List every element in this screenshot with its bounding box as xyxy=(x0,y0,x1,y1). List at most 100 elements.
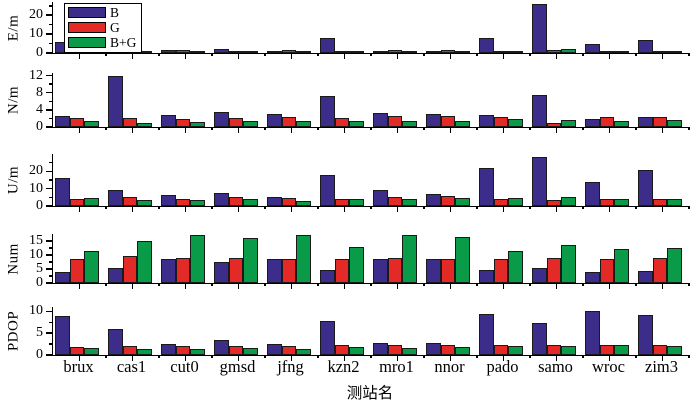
bar-b xyxy=(108,268,123,283)
legend-label-b: B xyxy=(110,4,120,20)
station-label-samo: samo xyxy=(538,357,573,376)
x-minor-tick xyxy=(476,206,478,209)
y-tick-label: 10 xyxy=(29,303,43,319)
bar-b xyxy=(373,50,388,53)
bar-b xyxy=(585,271,600,283)
bar-g xyxy=(493,117,508,127)
bar-g xyxy=(652,117,667,127)
bar-b xyxy=(426,259,441,283)
y-major-tick xyxy=(46,268,53,270)
x-major-tick xyxy=(396,127,399,133)
x-minor-tick xyxy=(688,355,690,358)
bar-b-g xyxy=(561,49,576,53)
x-major-tick xyxy=(449,53,452,59)
bar-b xyxy=(638,314,653,355)
x-major-tick xyxy=(78,53,81,59)
bar-g xyxy=(281,50,296,53)
x-minor-tick xyxy=(423,283,425,286)
bar-g xyxy=(546,344,561,355)
y-major-tick xyxy=(46,52,53,54)
station-label-cas1: cas1 xyxy=(116,357,147,376)
x-major-tick xyxy=(449,127,452,133)
bar-b-g xyxy=(84,250,99,283)
bar-g xyxy=(652,257,667,283)
x-minor-tick xyxy=(158,53,160,56)
bar-b xyxy=(55,315,70,355)
station-label-wroc: wroc xyxy=(592,357,625,376)
x-major-tick xyxy=(343,53,346,59)
x-major-tick xyxy=(78,206,81,212)
bar-g xyxy=(228,346,243,355)
x-major-tick xyxy=(184,53,187,59)
bar-b xyxy=(479,37,494,53)
bar-b-g xyxy=(296,51,311,53)
x-major-tick xyxy=(290,283,293,289)
bar-b xyxy=(532,3,547,53)
x-minor-tick xyxy=(264,127,266,130)
x-minor-tick xyxy=(423,355,425,358)
bar-b xyxy=(479,270,494,283)
y-tick-label: 15 xyxy=(29,233,43,248)
bar-g xyxy=(69,199,84,206)
x-major-tick xyxy=(502,127,505,133)
x-minor-tick xyxy=(476,283,478,286)
y-major-tick xyxy=(46,205,53,207)
bar-b-g xyxy=(455,347,470,355)
bar-g xyxy=(334,258,349,283)
y-tick-label: 4 xyxy=(36,101,43,117)
bar-b xyxy=(585,181,600,206)
x-minor-tick xyxy=(211,283,213,286)
bar-g xyxy=(546,122,561,127)
x-major-tick xyxy=(449,283,452,289)
bar-b xyxy=(161,50,176,53)
y-major-tick xyxy=(46,109,53,111)
plot-area-e: 0 10 20 xyxy=(29,2,690,60)
bar-g xyxy=(69,259,84,283)
y-minor-tick xyxy=(49,117,53,120)
bar-g xyxy=(122,197,137,206)
bar-b-g xyxy=(561,120,576,127)
bar-b-g xyxy=(614,345,629,355)
bar-g xyxy=(546,257,561,283)
bar-b xyxy=(267,259,282,283)
station-label-zim3: zim3 xyxy=(645,357,678,376)
y-major-tick xyxy=(46,254,53,256)
bar-g xyxy=(175,199,190,206)
x-major-tick xyxy=(343,283,346,289)
x-minor-tick xyxy=(105,283,107,286)
bar-g xyxy=(228,117,243,127)
x-minor-tick xyxy=(264,53,266,56)
bar-b xyxy=(55,116,70,127)
bar-b-g xyxy=(508,119,523,127)
bar-b-g xyxy=(402,199,417,206)
bar-b-g xyxy=(402,348,417,355)
y-tick-label: 10 xyxy=(29,247,43,262)
bar-b xyxy=(585,43,600,53)
bar-b-g xyxy=(137,199,152,206)
bar-b xyxy=(214,340,229,355)
x-major-tick xyxy=(396,53,399,59)
y-tick-label: 10 xyxy=(29,26,43,42)
bar-b xyxy=(267,50,282,53)
x-major-tick xyxy=(661,283,664,289)
bar-g xyxy=(493,51,508,53)
x-minor-tick xyxy=(423,206,425,209)
legend-swatch-bg xyxy=(68,37,106,48)
bar-b xyxy=(426,193,441,206)
x-major-tick xyxy=(290,53,293,59)
bar-g xyxy=(228,258,243,283)
bar-b xyxy=(585,118,600,127)
subplot-pdop: PDOP 0 5 10 xyxy=(0,303,700,362)
x-minor-tick xyxy=(105,206,107,209)
x-minor-tick xyxy=(529,355,531,358)
bar-b-g xyxy=(84,120,99,127)
bar-b-g xyxy=(296,234,311,283)
bar-g xyxy=(440,259,455,283)
bar-b-g xyxy=(243,238,258,283)
x-major-tick xyxy=(237,283,240,289)
y-minor-tick xyxy=(49,83,53,85)
x-major-tick xyxy=(661,206,664,212)
x-major-tick xyxy=(237,53,240,59)
bar-b xyxy=(267,114,282,127)
x-major-tick xyxy=(396,206,399,212)
